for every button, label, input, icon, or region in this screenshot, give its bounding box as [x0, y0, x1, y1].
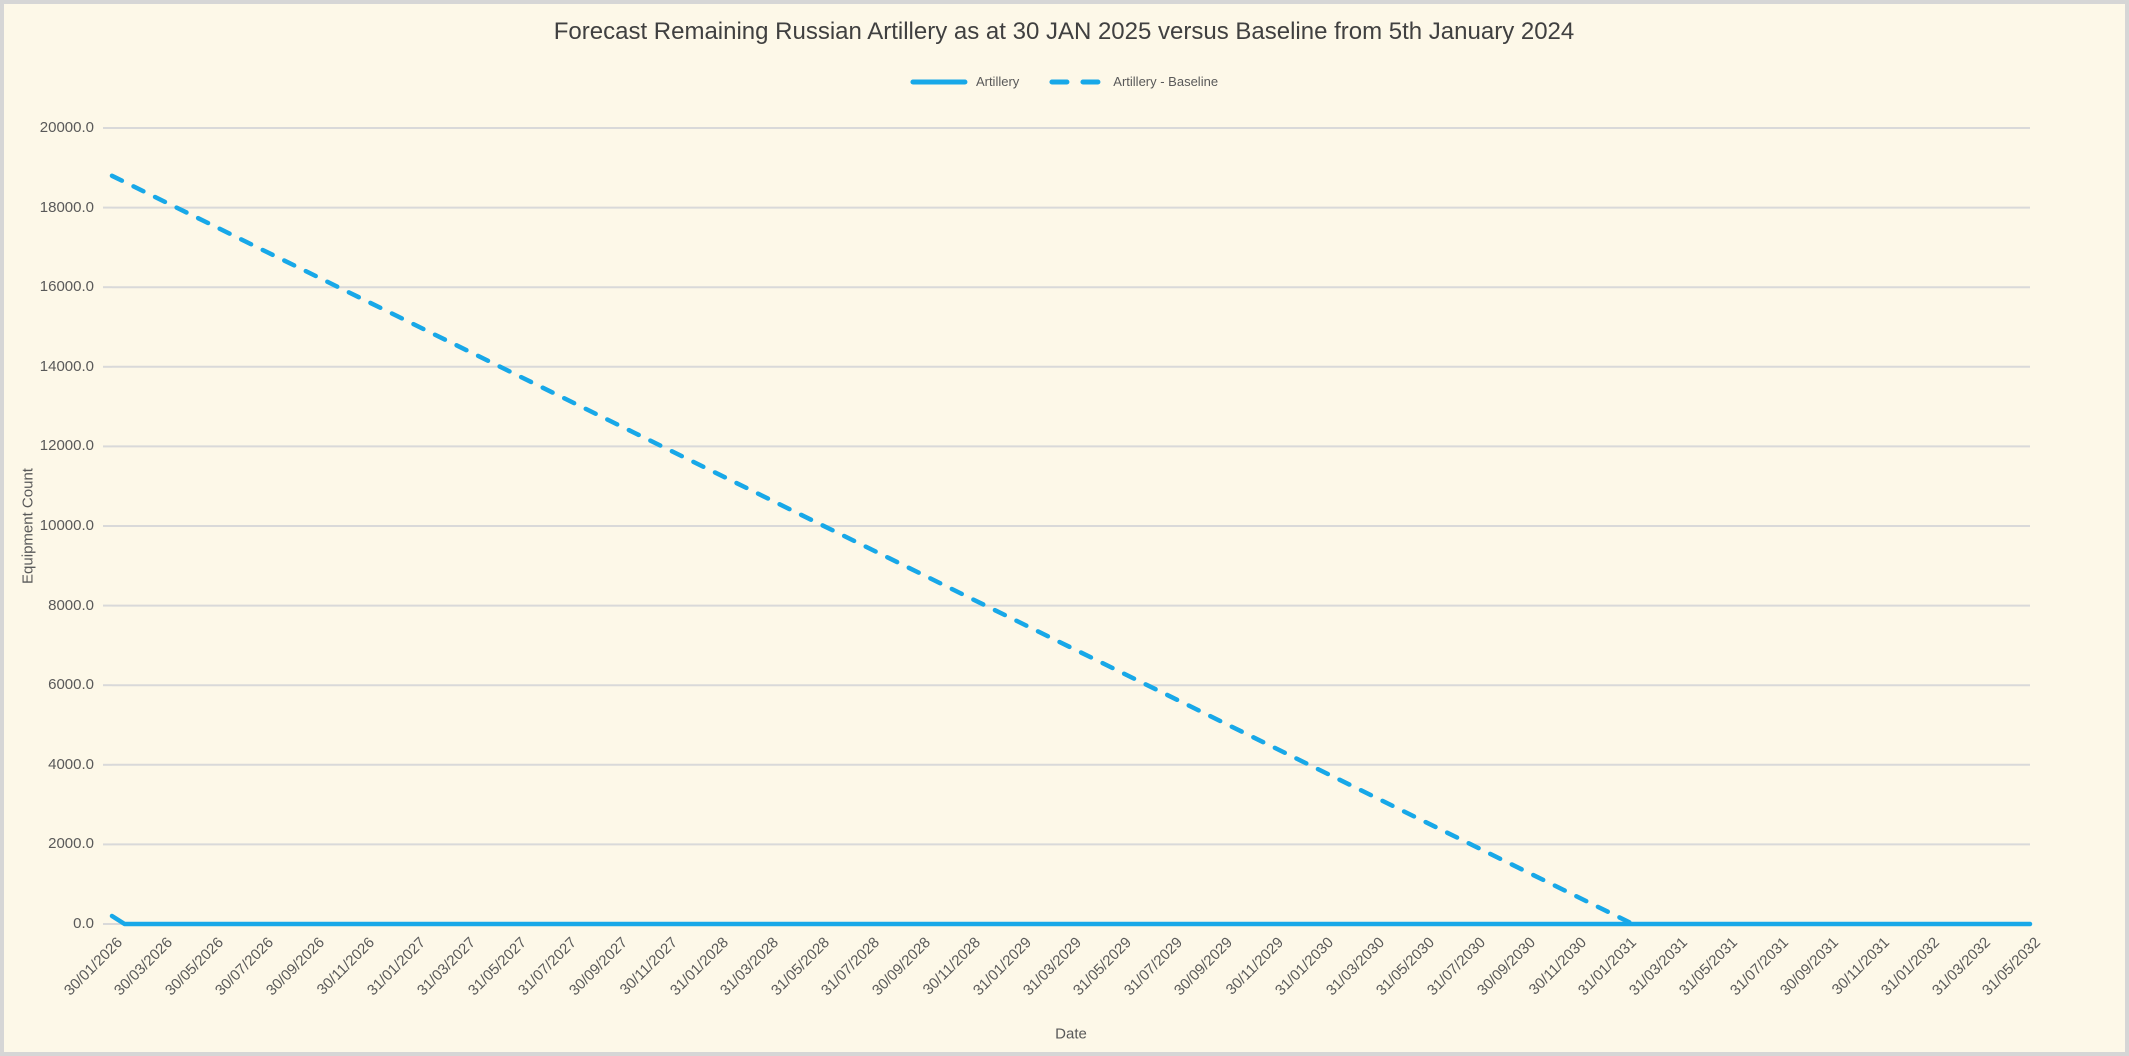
- y-tick-label: 4000.0: [48, 755, 94, 773]
- legend-item-baseline: Artillery - Baseline: [1047, 74, 1218, 89]
- plot-area: [103, 127, 2033, 927]
- y-tick-label: 20000.0: [39, 119, 94, 136]
- series-line-artillery-baseline: [109, 173, 1636, 927]
- y-tick-label: 12000.0: [39, 437, 94, 455]
- y-tick-label: 18000.0: [39, 198, 94, 216]
- series-line-artillery: [109, 913, 2033, 927]
- legend-label-baseline: Artillery - Baseline: [1113, 74, 1219, 89]
- legend-item-artillery: Artillery: [910, 74, 1019, 89]
- legend: Artillery Artillery - Baseline: [910, 74, 1218, 89]
- legend-solid-line-icon: [910, 79, 968, 84]
- y-tick-label: 6000.0: [48, 676, 94, 694]
- x-axis-title: Date: [1055, 1025, 1087, 1043]
- y-tick-label: 10000.0: [39, 517, 94, 534]
- y-tick-label: 8000.0: [48, 596, 94, 614]
- legend-dashed-line-icon: [1049, 79, 1106, 84]
- y-tick-label: 2000.0: [48, 835, 94, 853]
- chart-title: Forecast Remaining Russian Artillery as …: [553, 18, 1575, 45]
- y-tick-label: 16000.0: [39, 278, 94, 296]
- y-axis-title: Equipment Count: [19, 468, 37, 584]
- y-tick-label: 0.0: [73, 915, 94, 932]
- y-tick-label: 14000.0: [39, 357, 94, 375]
- legend-label-artillery: Artillery: [975, 74, 1020, 89]
